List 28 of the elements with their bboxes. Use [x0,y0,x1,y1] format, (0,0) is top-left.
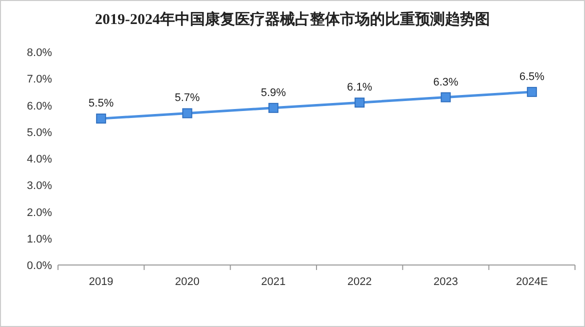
data-label: 6.1% [347,82,372,94]
y-tick-label: 5.0% [26,126,52,139]
y-tick-label: 1.0% [26,233,52,246]
x-tick-label: 2023 [434,276,458,288]
y-tick-label: 7.0% [26,74,52,86]
point [440,92,451,102]
x-tick-label: 2022 [347,276,372,288]
x-tick-label: 2021 [261,276,286,288]
y-tick-label: 6.0% [26,100,52,112]
x-tick-label: 2019 [88,276,114,288]
data-label: 5.7% [174,92,200,104]
point [354,98,365,108]
x-tick-label: 2020 [175,276,200,288]
y-tick-label: 4.0% [26,154,52,166]
data-label: 6.3% [433,76,458,88]
chart-title: 2019-2024年中国康复医疗器械占整体市场的比重预测趋势图 [95,10,490,28]
point [96,114,106,124]
data-label: 5.9% [260,86,286,99]
point [268,102,278,113]
y-tick-label: 0.0% [26,260,52,272]
point [182,108,192,118]
data-label: 6.5% [519,70,545,83]
y-tick-label: 3.0% [26,180,52,192]
y-tick-label: 8.0% [26,47,52,59]
y-tick-label: 2.0% [26,206,52,219]
point [526,86,537,97]
data-label: 5.5% [88,98,114,110]
x-tick-label: 2024E [516,276,548,288]
